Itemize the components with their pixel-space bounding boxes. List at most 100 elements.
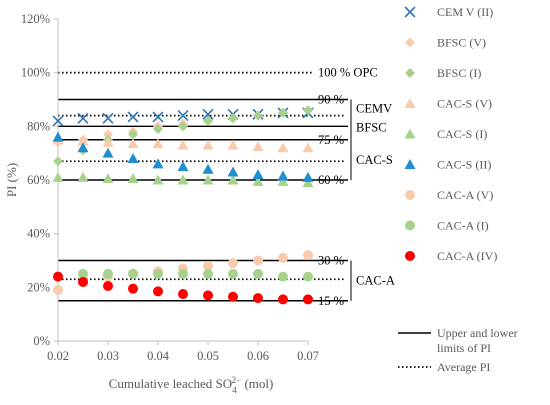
legend-label: BFSC (V): [437, 36, 486, 50]
legend-marker: [405, 220, 415, 231]
data-point: [103, 129, 113, 140]
data-point: [102, 173, 114, 184]
data-point: [52, 171, 64, 182]
data-point: [253, 255, 263, 266]
legend-marker: [404, 98, 416, 108]
x-tick-label: 0.02: [47, 349, 69, 363]
reference-line-label: 75 %: [318, 133, 344, 147]
reference-line-label: 90 %: [318, 93, 344, 107]
data-point: [53, 156, 63, 167]
data-point: [277, 170, 289, 181]
data-point: [303, 271, 313, 282]
data-point: [202, 108, 214, 120]
data-point: [252, 140, 264, 151]
legend-label: CAC-S (V): [437, 97, 492, 111]
x-tick-label: 0.04: [147, 349, 170, 363]
data-point: [177, 110, 189, 122]
legend-label: CAC-S (I): [437, 127, 487, 141]
data-point: [128, 268, 138, 279]
y-axis-title: PI (%): [4, 163, 19, 197]
data-point: [177, 139, 189, 150]
data-point: [78, 268, 88, 279]
data-point: [127, 111, 139, 123]
reference-line-label: 15 %: [318, 294, 344, 308]
x-tick-label: 0.05: [197, 349, 219, 363]
group-label: CEMV: [356, 102, 392, 116]
data-point: [152, 138, 164, 149]
legend-label: CAC-A (I): [437, 219, 489, 233]
x-tick-label: 0.06: [247, 349, 269, 363]
data-point: [77, 135, 89, 146]
data-point: [127, 138, 139, 149]
data-point: [252, 169, 264, 180]
legend-marker: [404, 6, 416, 18]
legend-marker: [405, 190, 415, 200]
data-point: [278, 107, 288, 118]
data-point: [227, 166, 239, 177]
data-point: [103, 268, 113, 279]
data-point: [202, 163, 214, 174]
legend-marker: [405, 251, 415, 261]
y-tick-label: 100%: [21, 66, 50, 80]
data-point: [303, 294, 313, 305]
y-tick-label: 60%: [27, 173, 50, 187]
data-point: [277, 175, 289, 186]
data-point: [203, 290, 213, 301]
data-point: [103, 280, 113, 291]
legend-label: CEM V (II): [437, 5, 493, 19]
data-point: [128, 129, 138, 140]
data-point: [303, 105, 313, 116]
y-tick-label: 20%: [27, 280, 50, 294]
data-point: [203, 115, 213, 126]
data-point: [303, 250, 313, 261]
legend-label: CAC-A (V): [437, 188, 493, 202]
data-point: [278, 252, 288, 263]
group-label: BFSC: [356, 120, 387, 134]
data-point: [278, 294, 288, 305]
data-point: [52, 115, 64, 127]
x-tick-label: 0.07: [297, 349, 319, 363]
data-point: [178, 268, 188, 279]
legend-label: BFSC (I): [437, 66, 481, 80]
data-point: [202, 174, 214, 185]
reference-line-label: 60 %: [318, 173, 344, 187]
legend-marker: [404, 159, 416, 169]
data-point: [252, 175, 264, 186]
data-point: [152, 174, 164, 185]
data-point: [177, 161, 189, 172]
group-label: CAC-A: [356, 274, 395, 288]
data-point: [228, 113, 238, 124]
data-point: [152, 111, 164, 123]
data-point: [178, 289, 188, 300]
data-point: [228, 268, 238, 279]
legend-marker: [404, 128, 416, 139]
data-point: [203, 268, 213, 279]
data-point: [153, 124, 163, 135]
data-point: [302, 142, 314, 153]
legend-marker: [405, 37, 415, 48]
data-point: [177, 174, 189, 185]
data-point: [203, 260, 213, 271]
data-point: [77, 142, 89, 153]
data-point: [228, 291, 238, 302]
data-point: [77, 112, 89, 124]
data-point: [253, 268, 263, 279]
data-point: [77, 171, 89, 182]
y-tick-label: 0%: [33, 334, 50, 348]
data-point: [302, 177, 314, 188]
data-point: [228, 258, 238, 269]
group-label: CAC-S: [356, 153, 393, 167]
x-tick-label: 0.03: [97, 349, 119, 363]
y-tick-label: 40%: [27, 227, 50, 241]
y-tick-label: 80%: [27, 119, 50, 133]
data-point: [52, 131, 64, 142]
legend-label: limits of PI: [437, 341, 491, 355]
data-point: [152, 158, 164, 169]
x-axis-title: Cumulative leached SO42− (mol): [109, 375, 274, 395]
data-point: [102, 147, 114, 158]
reference-line-label: 30 %: [318, 254, 344, 268]
data-point: [277, 142, 289, 153]
data-point: [253, 110, 263, 121]
legend-label: Upper and lower: [437, 326, 518, 340]
data-point: [102, 136, 114, 147]
